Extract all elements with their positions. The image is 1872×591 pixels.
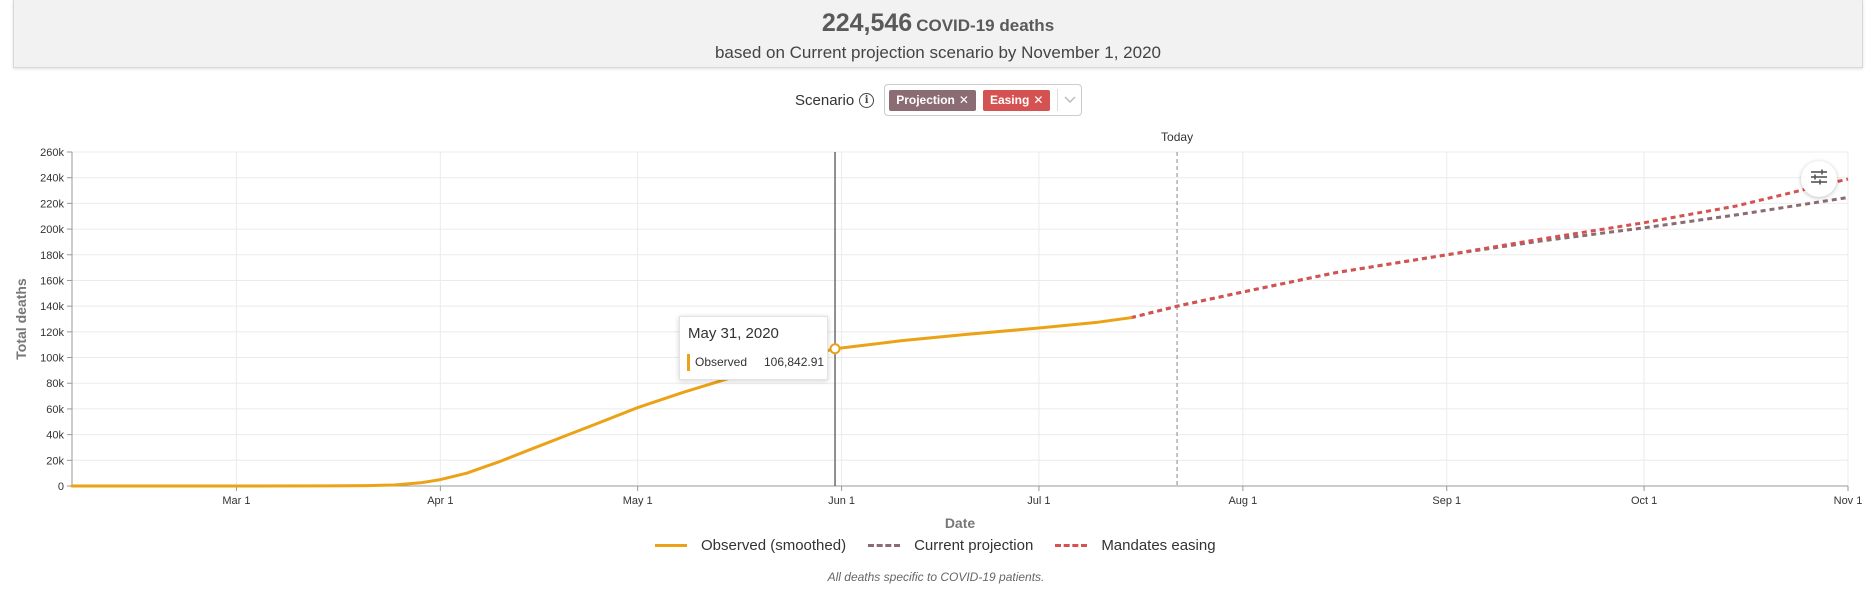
chart-tooltip: May 31, 2020 Observed 106,842.91 — [679, 316, 828, 380]
x-tick-label: Apr 1 — [427, 495, 453, 507]
y-tick-label: 200k — [40, 224, 64, 236]
total-deaths-value: 224,546 — [821, 9, 913, 37]
tag-easing[interactable]: Easing ✕ — [982, 89, 1051, 111]
x-tick-label: Oct 1 — [1631, 495, 1657, 507]
today-label: Today — [1161, 130, 1193, 144]
x-tick-label: Aug 1 — [1228, 495, 1257, 507]
scenario-subtitle: based on Current projection scenario by … — [714, 43, 1162, 62]
scenario-label: Scenario — [795, 91, 855, 109]
tag-projection[interactable]: Projection ✕ — [889, 89, 976, 111]
x-tick-label: Jun 1 — [828, 495, 855, 507]
series-line-mandates-easing[interactable] — [1130, 177, 1849, 320]
x-tick-label: Sep 1 — [1432, 495, 1461, 507]
y-tick-label: 20k — [46, 455, 64, 467]
series-line-current-projection[interactable] — [1130, 196, 1849, 320]
legend-label-easing: Mandates easing — [1101, 537, 1216, 554]
tooltip-value: 106,842.91 — [764, 355, 825, 369]
x-axis-title: Date — [945, 515, 976, 531]
chevron-down-icon[interactable] — [1058, 93, 1081, 107]
y-tick-label: 80k — [46, 378, 64, 390]
tag-projection-label: Projection — [896, 93, 955, 107]
y-tick-label: 100k — [40, 353, 64, 365]
legend-swatch-observed — [655, 544, 687, 547]
y-tick-label: 40k — [46, 430, 64, 442]
headline: 224,546 COVID-19 deaths — [14, 8, 1862, 42]
footnote: All deaths specific to COVID-19 patients… — [827, 570, 1045, 584]
sliders-icon — [1810, 169, 1828, 190]
y-tick-label: 180k — [40, 250, 64, 262]
tooltip-date: May 31, 2020 — [688, 325, 779, 342]
legend-item-projection[interactable]: Current projection — [868, 537, 1033, 554]
scenario-selector-row: Scenario i Projection ✕ Easing ✕ — [795, 83, 1083, 117]
legend-item-easing[interactable]: Mandates easing — [1055, 537, 1216, 554]
legend-label-observed: Observed (smoothed) — [701, 537, 847, 554]
y-tick-label: 160k — [40, 275, 64, 287]
x-tick-label: Mar 1 — [222, 495, 250, 507]
x-tick-label: Nov 1 — [1834, 495, 1863, 507]
deaths-chart[interactable]: 0 20k 40k 60k 80k 100k 120k 140k 160k 180k 200k 220… — [0, 118, 1872, 533]
y-tick-label: 60k — [46, 404, 64, 416]
legend-label-projection: Current projection — [914, 537, 1034, 554]
y-tick-label: 260k — [40, 147, 64, 159]
y-tick-label: 120k — [40, 327, 64, 339]
y-tick-label: 140k — [40, 301, 64, 313]
chart-legend: Observed (smoothed) Current projection M… — [655, 537, 1238, 554]
legend-swatch-easing — [1055, 544, 1088, 547]
y-tick-label: 240k — [40, 173, 64, 185]
y-axis-title: Total deaths — [13, 278, 29, 360]
tooltip-series-marker — [687, 354, 690, 371]
summary-header: 224,546 COVID-19 deaths based on Current … — [13, 0, 1863, 68]
info-icon[interactable]: i — [859, 92, 875, 108]
plot-area — [71, 151, 1849, 487]
dropdown-separator — [1057, 89, 1059, 111]
series-line-observed-smoothed[interactable] — [70, 316, 1133, 488]
tag-easing-label: Easing — [989, 93, 1030, 107]
total-deaths-unit: COVID-19 deaths — [916, 16, 1055, 35]
tooltip-series-name: Observed — [695, 355, 748, 369]
hover-point[interactable] — [829, 343, 841, 355]
legend-swatch-projection — [868, 544, 901, 547]
legend-item-observed[interactable]: Observed (smoothed) — [655, 537, 846, 554]
scenario-multiselect[interactable]: Projection ✕ Easing ✕ — [884, 84, 1083, 116]
tag-easing-remove-icon[interactable]: ✕ — [1033, 93, 1044, 107]
x-tick-label: May 1 — [623, 495, 653, 507]
x-tick-label: Jul 1 — [1027, 495, 1050, 507]
chart-settings-button[interactable] — [1801, 161, 1837, 197]
y-tick-label: 220k — [40, 198, 64, 210]
tag-projection-remove-icon[interactable]: ✕ — [958, 93, 969, 107]
y-tick-label: 0 — [58, 481, 64, 493]
